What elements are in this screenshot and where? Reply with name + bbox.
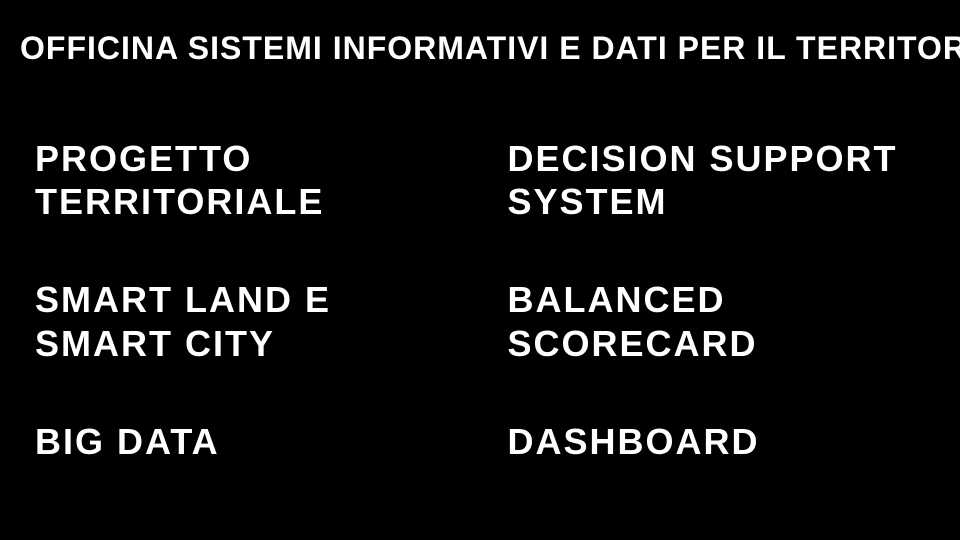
topic-item: DECISION SUPPORT SYSTEM: [508, 137, 941, 223]
topic-grid: PROGETTO TERRITORIALE DECISION SUPPORT S…: [20, 137, 940, 463]
slide-title: OFFICINA SISTEMI INFORMATIVI E DATI PER …: [20, 30, 940, 67]
topic-item: DASHBOARD: [508, 420, 941, 463]
topic-item: BIG DATA: [35, 420, 468, 463]
topic-item: BALANCED SCORECARD: [508, 278, 941, 364]
topic-item: PROGETTO TERRITORIALE: [35, 137, 468, 223]
slide: OFFICINA SISTEMI INFORMATIVI E DATI PER …: [0, 0, 960, 540]
topic-item: SMART LAND E SMART CITY: [35, 278, 468, 364]
